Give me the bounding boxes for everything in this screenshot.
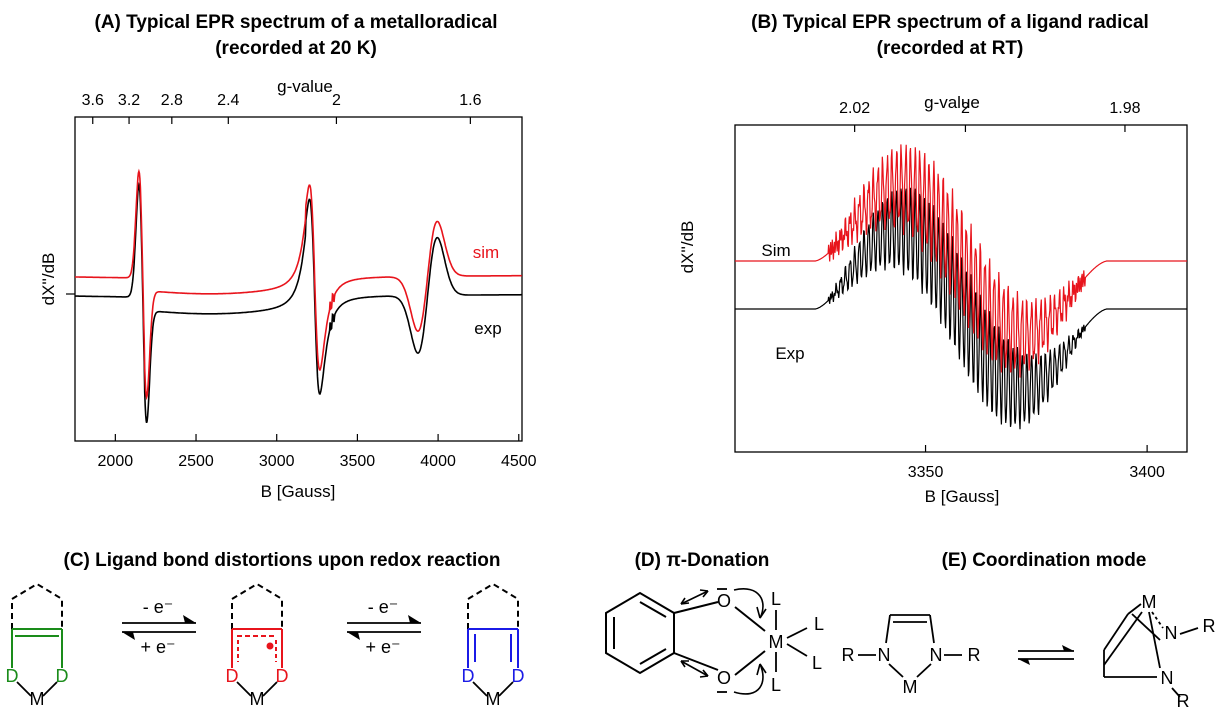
svg-text:- e⁻: - e⁻ [143, 597, 174, 617]
svg-text:M: M [769, 632, 784, 652]
panel-b-top-tick-label: 2.02 [839, 100, 870, 117]
panel-b-x-ticks: 3350 3400 [908, 445, 1165, 481]
panel-b-x-tick-label: 3350 [908, 464, 944, 481]
panel-a-top-tick-label: 2.4 [217, 92, 239, 109]
panel-a: (A) Typical EPR spectrum of a metallorad… [39, 12, 537, 501]
panel-a-exp-legend: exp [474, 319, 501, 338]
panel-b-x-tick-label: 3400 [1129, 464, 1165, 481]
svg-text:D: D [226, 666, 239, 686]
svg-text:O: O [717, 668, 731, 688]
panel-b-x-label: B [Gauss] [925, 487, 1000, 506]
catecholate-structure: O O M L L L L [605, 588, 824, 695]
panel-d: (D) π-Donation O O M L L L L [605, 550, 824, 695]
panel-a-title: (A) Typical EPR spectrum of a metallorad… [95, 12, 498, 33]
ligand-structure-radical: D D M [226, 582, 289, 707]
panel-a-sim-line [75, 168, 522, 401]
panel-a-top-ticks: 3.6 3.2 2.8 2.4 2 1.6 [82, 92, 482, 124]
svg-text:N: N [1165, 623, 1178, 643]
panel-a-x-tick-label: 4500 [501, 453, 537, 470]
panel-a-top-tick-label: 1.6 [459, 92, 481, 109]
panel-a-x-tick-label: 2000 [98, 453, 134, 470]
panel-b-top-tick-label: 2 [961, 100, 970, 117]
svg-text:M: M [250, 689, 265, 707]
panel-b-sim-line [735, 144, 1187, 378]
ligand-structure-neutral: D D M [6, 582, 69, 707]
panel-a-x-tick-label: 4000 [420, 453, 456, 470]
panel-c-title: (C) Ligand bond distortions upon redox r… [64, 550, 501, 571]
panel-b-top-axis-label: g-value [924, 93, 980, 112]
panel-b-sim-legend: Sim [761, 241, 790, 260]
panel-a-x-label: B [Gauss] [261, 482, 336, 501]
svg-text:M: M [903, 677, 918, 697]
panel-a-top-axis-label: g-value [277, 77, 333, 96]
svg-text:R: R [1203, 616, 1216, 636]
svg-text:M: M [1142, 592, 1157, 612]
redox-equilibrium-arrow-1: - e⁻ + e⁻ [122, 597, 196, 657]
svg-text:+ e⁻: + e⁻ [365, 637, 400, 657]
panel-a-frame [74, 116, 523, 442]
redox-equilibrium-arrow-2: - e⁻ + e⁻ [347, 597, 421, 657]
svg-text:R: R [1177, 691, 1190, 707]
panel-b-subtitle: (recorded at RT) [877, 38, 1024, 59]
panel-a-y-label: dX''/dB [39, 253, 58, 306]
svg-text:M: M [30, 689, 45, 707]
coordination-equilibrium-arrow [1018, 645, 1074, 665]
panel-b: (B) Typical EPR spectrum of a ligand rad… [678, 12, 1188, 506]
svg-text:L: L [812, 653, 822, 673]
panel-b-title: (B) Typical EPR spectrum of a ligand rad… [751, 12, 1149, 33]
svg-text:L: L [771, 675, 781, 695]
svg-text:D: D [462, 666, 475, 686]
panel-e-title: (E) Coordination mode [942, 550, 1147, 571]
svg-text:N: N [878, 645, 891, 665]
panel-c: (C) Ligand bond distortions upon redox r… [6, 550, 525, 707]
panel-b-exp-legend: Exp [775, 344, 804, 363]
svg-text:L: L [814, 614, 824, 634]
panel-b-exp-line [735, 187, 1187, 430]
panel-a-top-tick-label: 2.8 [161, 92, 183, 109]
panel-a-x-tick-label: 2500 [178, 453, 214, 470]
panel-b-frame [734, 124, 1188, 453]
svg-text:R: R [842, 645, 855, 665]
svg-text:L: L [771, 589, 781, 609]
panel-a-sim-legend: sim [473, 243, 499, 262]
svg-text:D: D [276, 666, 289, 686]
ligand-structure-reduced: D D M [462, 582, 525, 707]
panel-d-title: (D) π-Donation [635, 550, 770, 571]
panel-a-top-tick-label: 3.6 [82, 92, 104, 109]
svg-text:N: N [930, 645, 943, 665]
panel-a-x-ticks: 2000 2500 3000 3500 4000 4500 [98, 434, 537, 470]
panel-a-x-tick-label: 3000 [259, 453, 295, 470]
panel-a-top-tick-label: 2 [332, 92, 341, 109]
panel-a-top-tick-label: 3.2 [118, 92, 140, 109]
panel-b-top-tick-label: 1.98 [1109, 100, 1140, 117]
svg-text:+ e⁻: + e⁻ [140, 637, 175, 657]
radical-dot-icon [266, 642, 274, 650]
panel-a-x-tick-label: 3500 [340, 453, 376, 470]
panel-a-exp-line [75, 181, 522, 424]
panel-b-y-label: dX''/dB [678, 221, 697, 274]
svg-text:M: M [486, 689, 501, 707]
svg-text:O: O [717, 591, 731, 611]
panel-e: (E) Coordination mode R N N R M M N N [842, 550, 1216, 707]
svg-text:- e⁻: - e⁻ [368, 597, 399, 617]
svg-text:D: D [512, 666, 525, 686]
svg-text:D: D [6, 666, 19, 686]
svg-text:R: R [968, 645, 981, 665]
panel-b-top-ticks: 2.02 2 1.98 [839, 100, 1141, 132]
svg-text:N: N [1161, 668, 1174, 688]
diazametallacycle-planar: R N N R M [842, 614, 981, 697]
svg-text:D: D [56, 666, 69, 686]
panel-a-subtitle: (recorded at 20 K) [215, 38, 377, 59]
diazametallacycle-folded: M N N R R [1103, 592, 1216, 707]
